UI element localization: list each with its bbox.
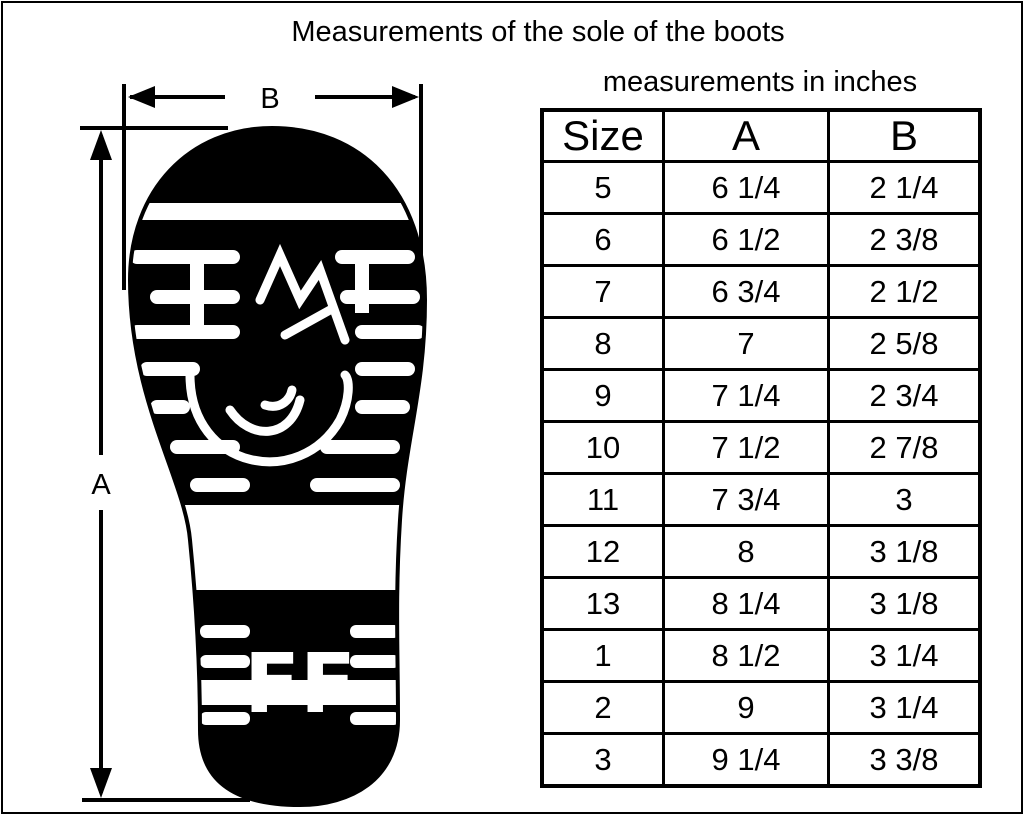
table-row: 13 8 1/4 3 1/8 (540, 576, 982, 631)
table-row: 12 8 3 1/8 (540, 524, 982, 579)
header-size: Size (540, 108, 665, 163)
cell-size: 13 (540, 576, 665, 631)
cell-b: 2 3/4 (827, 368, 982, 423)
cell-size: 2 (540, 680, 665, 735)
cell-b: 2 3/8 (827, 212, 982, 267)
cell-a: 9 1/4 (662, 732, 830, 788)
page-title: Measurements of the sole of the boots (291, 16, 785, 48)
header-a: A (662, 108, 830, 163)
header-b: B (827, 108, 982, 163)
cell-size: 10 (540, 420, 665, 475)
cell-b: 3 1/8 (827, 524, 982, 579)
cell-a: 6 1/4 (662, 160, 830, 215)
table-header-row: Size A B (540, 108, 982, 163)
table-subtitle: measurements in inches (602, 66, 918, 98)
cell-b: 2 7/8 (827, 420, 982, 475)
cell-a: 8 1/4 (662, 576, 830, 631)
cell-b: 2 5/8 (827, 316, 982, 371)
cell-size: 8 (540, 316, 665, 371)
cell-a: 7 3/4 (662, 472, 830, 527)
cell-size: 3 (540, 732, 665, 788)
cell-size: 7 (540, 264, 665, 319)
cell-size: 9 (540, 368, 665, 423)
cell-size: 12 (540, 524, 665, 579)
cell-b: 2 1/2 (827, 264, 982, 319)
cell-a: 6 3/4 (662, 264, 830, 319)
cell-size: 11 (540, 472, 665, 527)
cell-b: 2 1/4 (827, 160, 982, 215)
cell-a: 7 1/4 (662, 368, 830, 423)
sole-diagram: B A (80, 83, 428, 808)
cell-b: 3 1/4 (827, 628, 982, 683)
table-row: 11 7 3/4 3 (540, 472, 982, 527)
cell-a: 7 (662, 316, 830, 371)
dimension-a-label: A (91, 469, 111, 501)
cell-a: 8 (662, 524, 830, 579)
tread-stripes (130, 203, 425, 725)
cell-b: 3 3/8 (827, 732, 982, 788)
cell-b: 3 1/8 (827, 576, 982, 631)
cell-b: 3 1/4 (827, 680, 982, 735)
cell-size: 5 (540, 160, 665, 215)
dimension-b-label: B (260, 83, 279, 115)
cell-a: 8 1/2 (662, 628, 830, 683)
cell-a: 7 1/2 (662, 420, 830, 475)
cell-a: 6 1/2 (662, 212, 830, 267)
cell-size: 6 (540, 212, 665, 267)
sole-logo-ff: FF (244, 637, 356, 732)
cell-size: 1 (540, 628, 665, 683)
cell-b: 3 (827, 472, 982, 527)
dimension-a (80, 126, 250, 802)
sole-outline (127, 125, 428, 808)
table-row: 10 7 1/2 2 7/8 (540, 420, 982, 475)
cell-a: 9 (662, 680, 830, 735)
tread-logo (185, 243, 353, 467)
